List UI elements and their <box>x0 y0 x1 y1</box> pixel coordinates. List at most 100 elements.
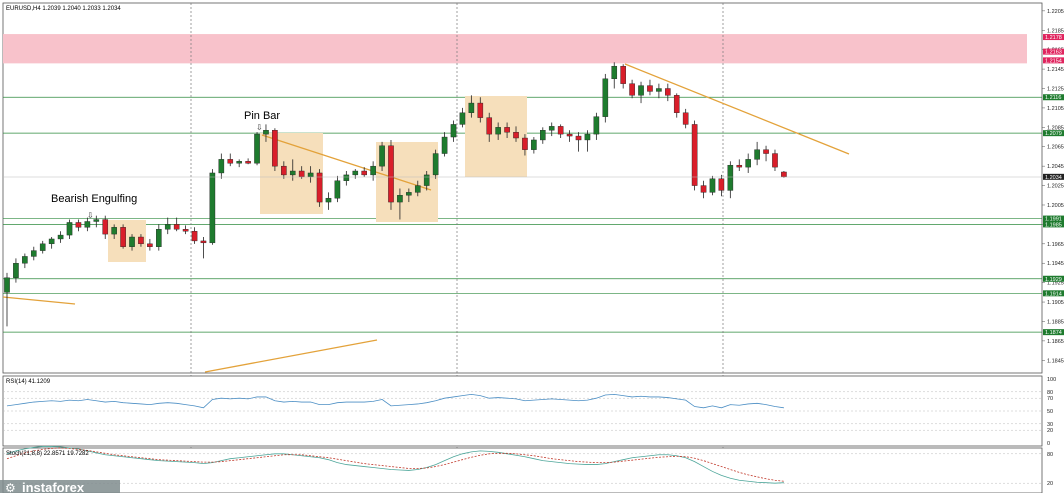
bull-candle <box>93 219 100 222</box>
price-tick-label: 1.2185 <box>1047 28 1064 34</box>
bull-candle <box>727 164 734 191</box>
price-tick-label: 1.2105 <box>1047 106 1064 112</box>
bull-candle <box>584 133 591 141</box>
trendline[interactable] <box>2 296 76 305</box>
bear-candle <box>629 83 635 96</box>
bear-candle <box>361 170 368 176</box>
bear-candle <box>575 135 582 141</box>
bull-candle <box>432 153 439 176</box>
bear-candle <box>316 172 323 203</box>
bull-candle <box>468 102 475 113</box>
price-tick-label: 1.1845 <box>1047 358 1064 364</box>
bull-candle <box>307 172 314 178</box>
price-level-tag <box>1043 48 1064 55</box>
stoch-axis: 80 20 <box>1047 452 1053 487</box>
bull-candle <box>709 178 716 193</box>
bull-candle <box>156 229 162 247</box>
stoch-tick-label: 80 <box>1047 452 1053 458</box>
bull-candle <box>48 238 55 245</box>
bear-candle <box>736 164 743 168</box>
price-level-tag-label: 1.2163 <box>1045 50 1062 56</box>
bull-candle <box>325 197 332 203</box>
price-level-tag <box>1043 173 1064 180</box>
price-level-tag-label: 1.1914 <box>1045 291 1062 297</box>
bear-candle <box>200 240 207 244</box>
watermark-text: instaforex <box>22 480 85 493</box>
price-axis: 1.22051.21851.21651.21451.21251.21051.20… <box>1042 9 1064 364</box>
price-level-tag <box>1043 34 1064 41</box>
bull-candle <box>450 124 457 138</box>
bear-candle <box>691 124 698 186</box>
price-level-tag <box>1043 130 1064 137</box>
gear-icon: ⚙ <box>5 481 16 493</box>
bear-candle <box>513 131 519 139</box>
rsi-tick-label: 100 <box>1047 377 1056 383</box>
main-chart-title: EURUSD,H4 1.2039 1.2040 1.2033 1.2034 <box>6 6 121 12</box>
price-level-tag-label: 1.1991 <box>1045 217 1062 223</box>
price-tick-label: 1.2045 <box>1047 164 1064 170</box>
bear-candle <box>120 227 126 247</box>
bear-candle <box>173 224 180 230</box>
support-lines <box>3 96 1042 333</box>
trendline[interactable] <box>204 339 378 373</box>
bull-candle <box>334 180 341 199</box>
pin-bar-label: Pin Bar <box>244 110 280 122</box>
bear-candle <box>647 85 653 92</box>
bear-candle <box>227 159 234 164</box>
bull-candle <box>22 256 28 264</box>
bear-candle <box>772 153 778 168</box>
rsi-line <box>6 393 784 409</box>
bull-candle <box>111 227 117 235</box>
bull-candle <box>66 222 73 236</box>
price-tick-label: 1.2205 <box>1047 9 1064 15</box>
bull-candle <box>754 149 760 160</box>
stoch-signal-line <box>6 447 784 482</box>
bull-candle <box>129 236 135 247</box>
price-tick-label: 1.1945 <box>1047 261 1064 267</box>
bear-candle <box>102 219 109 235</box>
price-tick-label: 1.2005 <box>1047 203 1064 209</box>
bear-candle <box>620 65 626 84</box>
price-level-tag <box>1043 275 1064 282</box>
bearish-engulfing-label: Bearish Engulfing <box>51 193 137 205</box>
bear-candle <box>191 230 198 242</box>
stoch-pane[interactable] <box>2 447 1043 493</box>
rsi-pane[interactable] <box>2 375 1043 447</box>
price-tick-label: 1.2065 <box>1047 145 1064 151</box>
bull-candle <box>441 136 448 154</box>
bull-candle <box>379 145 385 167</box>
bull-candle <box>602 78 609 117</box>
price-level-tag <box>1043 57 1064 64</box>
bull-candle <box>548 126 555 131</box>
down-arrow-icon: ⇩ <box>87 211 94 220</box>
bull-candle <box>236 161 242 164</box>
bull-candle <box>263 130 269 135</box>
bear-candle <box>272 130 278 167</box>
rsi-tick-label: 20 <box>1047 428 1053 434</box>
stoch-grid <box>3 453 1042 484</box>
price-tick-label: 1.2125 <box>1047 87 1064 93</box>
stoch-tick-label: 20 <box>1047 481 1053 487</box>
bear-candle <box>700 185 707 193</box>
watermark-badge <box>0 480 120 493</box>
trendline[interactable] <box>261 134 432 191</box>
price-level-tag-label: 1.1985 <box>1045 222 1062 228</box>
bull-candle <box>30 250 37 257</box>
price-level-tag-label: 1.2178 <box>1045 35 1062 41</box>
trendline[interactable] <box>624 63 850 155</box>
price-tick-label: 1.1885 <box>1047 319 1064 325</box>
candles-group <box>4 62 787 327</box>
main-pane[interactable] <box>2 2 1043 374</box>
rsi-title: RSI(14) 41.1209 <box>6 379 51 385</box>
bull-candle <box>611 65 618 80</box>
price-tick-label: 1.2145 <box>1047 67 1064 73</box>
bull-candle <box>39 243 46 251</box>
bull-candle <box>423 174 430 186</box>
bull-candle <box>343 174 350 181</box>
price-tick-label: 1.1925 <box>1047 281 1064 287</box>
bull-candle <box>13 263 19 278</box>
price-tick-label: 1.1965 <box>1047 242 1064 248</box>
bear-candle <box>781 171 787 178</box>
